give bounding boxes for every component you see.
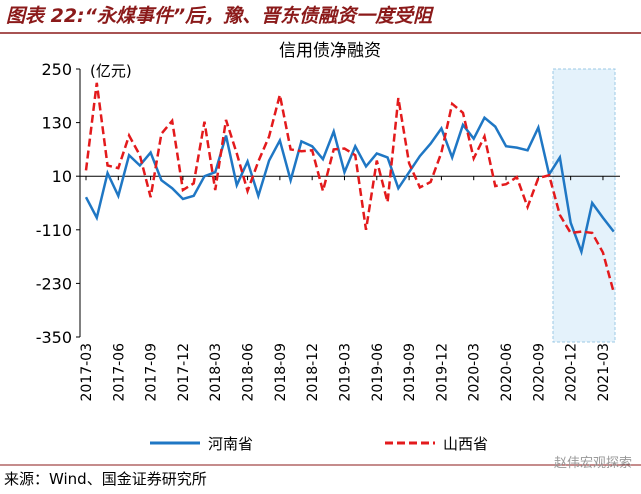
x-tick-label: 2018-09	[273, 343, 289, 402]
x-tick-label: 2017-03	[79, 343, 95, 402]
source: 来源：Wind、国金证券研究所	[4, 470, 207, 488]
x-tick-label: 2019-12	[434, 343, 450, 402]
x-tick-label: 2019-06	[370, 343, 386, 402]
y-tick-label: 10	[52, 167, 72, 186]
y-tick-label: 130	[41, 114, 72, 133]
legend-label: 山西省	[443, 435, 488, 453]
x-tick-label: 2018-03	[208, 343, 224, 402]
x-tick-label: 2017-06	[111, 343, 127, 402]
y-tick-label: -110	[36, 221, 72, 240]
y-unit: (亿元)	[90, 62, 132, 80]
watermark: 赵伟宏观探索	[554, 456, 632, 471]
series-line	[84, 115, 615, 257]
chart-title: 信用债净融资	[279, 41, 381, 61]
y-tick-label: 250	[41, 60, 72, 79]
x-tick-label: 2017-09	[144, 343, 160, 402]
x-tick-label: 2020-12	[564, 343, 580, 402]
y-tick-label: -230	[36, 274, 72, 293]
highlight	[552, 68, 616, 343]
x-tick-label: 2019-09	[402, 343, 418, 402]
x-tick-label: 2020-03	[467, 343, 483, 402]
x-tick-label: 2020-06	[499, 343, 515, 402]
x-tick-label: 2019-03	[337, 343, 353, 402]
x-tick-label: 2018-12	[305, 343, 321, 402]
legend-label: 河南省	[208, 435, 253, 453]
x-tick-label: 2020-09	[531, 343, 547, 402]
page-title: 图表 22:“永煤事件”后，豫、晋东债融资一度受阻	[6, 5, 434, 27]
x-tick-label: 2018-06	[241, 343, 257, 402]
x-tick-label: 2021-03	[596, 343, 612, 402]
y-tick-label: -350	[36, 328, 72, 347]
x-tick-label: 2017-12	[176, 343, 192, 402]
series-line	[84, 82, 615, 293]
